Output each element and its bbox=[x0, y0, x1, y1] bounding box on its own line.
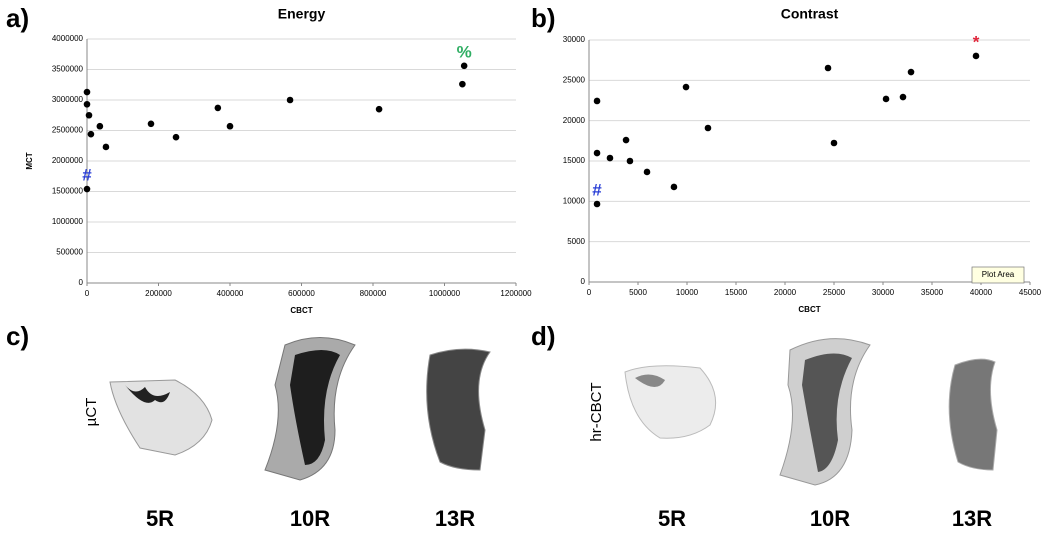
data-point bbox=[102, 143, 110, 151]
x-tick-label: 800000 bbox=[360, 289, 387, 298]
data-point bbox=[643, 168, 651, 176]
x-tick-label: 400000 bbox=[217, 289, 244, 298]
data-point bbox=[172, 133, 180, 141]
chart-title: Contrast bbox=[781, 6, 839, 22]
y-tick-label: 0 bbox=[79, 278, 84, 287]
data-point bbox=[375, 105, 383, 113]
x-tick-label: 30000 bbox=[872, 288, 895, 297]
y-tick-label: 30000 bbox=[563, 35, 586, 44]
data-point bbox=[85, 111, 93, 119]
x-tick-label: 20000 bbox=[774, 288, 797, 297]
data-point bbox=[824, 64, 832, 72]
y-tick-label: 15000 bbox=[563, 156, 586, 165]
data-point bbox=[626, 157, 634, 165]
data-point bbox=[96, 122, 104, 130]
data-point bbox=[147, 120, 155, 128]
x-axis-label: CBCT bbox=[290, 306, 312, 315]
scan-image bbox=[125, 385, 170, 403]
micro-ct-images bbox=[109, 337, 491, 481]
data-point bbox=[87, 130, 95, 138]
tooltip: Plot Area bbox=[982, 270, 1015, 279]
data-point bbox=[882, 95, 890, 103]
scan-image bbox=[109, 379, 213, 456]
x-tick-label: 0 bbox=[587, 288, 592, 297]
y-tick-label: 500000 bbox=[56, 248, 83, 257]
y-tick-label: 0 bbox=[581, 277, 586, 286]
sample-label: 10R bbox=[290, 506, 330, 531]
y-tick-label: 2000000 bbox=[52, 156, 84, 165]
x-tick-label: 600000 bbox=[288, 289, 315, 298]
data-point bbox=[830, 139, 838, 147]
data-point bbox=[907, 68, 915, 76]
panel-label: c) bbox=[6, 321, 29, 351]
data-point bbox=[459, 80, 466, 88]
x-tick-label: 200000 bbox=[145, 289, 172, 298]
data-point bbox=[593, 149, 601, 157]
y-axis-label: MCT bbox=[25, 152, 34, 169]
panel-label: d) bbox=[531, 321, 556, 351]
scan-image bbox=[290, 350, 340, 465]
chart-title: Energy bbox=[278, 6, 326, 22]
x-tick-label: 0 bbox=[85, 289, 90, 298]
data-point bbox=[226, 122, 234, 130]
y-tick-label: 3000000 bbox=[52, 95, 84, 104]
y-tick-label: 1000000 bbox=[52, 217, 84, 226]
y-tick-label: 5000 bbox=[567, 237, 585, 246]
modality-label: µCT bbox=[83, 398, 100, 427]
modality-label: hr-CBCT bbox=[588, 382, 605, 441]
y-tick-label: 25000 bbox=[563, 75, 586, 84]
data-point bbox=[593, 97, 601, 105]
y-tick-label: 3500000 bbox=[52, 65, 84, 74]
x-tick-label: 10000 bbox=[676, 288, 699, 297]
x-tick-label: 1000000 bbox=[429, 289, 461, 298]
y-tick-label: 2500000 bbox=[52, 126, 84, 135]
point-annotation: # bbox=[592, 180, 602, 199]
x-tick-label: 45000 bbox=[1019, 288, 1042, 297]
sample-label: 13R bbox=[435, 506, 475, 531]
y-tick-label: 10000 bbox=[563, 196, 586, 205]
x-axis-label: CBCT bbox=[798, 305, 820, 314]
data-point bbox=[704, 124, 712, 132]
data-point bbox=[286, 96, 294, 104]
data-point bbox=[899, 93, 907, 101]
point-annotation: % bbox=[457, 42, 472, 61]
y-tick-label: 20000 bbox=[563, 116, 586, 125]
hr-cbct-images bbox=[624, 338, 998, 486]
scan-image bbox=[948, 358, 998, 471]
data-point bbox=[670, 183, 678, 191]
scan-image bbox=[802, 353, 852, 472]
data-point bbox=[83, 88, 91, 96]
data-point bbox=[460, 62, 468, 70]
x-tick-label: 1200000 bbox=[500, 289, 532, 298]
sample-label: 5R bbox=[146, 506, 174, 531]
data-point bbox=[593, 200, 601, 208]
x-tick-label: 25000 bbox=[823, 288, 846, 297]
sample-label: 13R bbox=[952, 506, 992, 531]
y-tick-label: 4000000 bbox=[52, 34, 84, 43]
panel-label: b) bbox=[531, 3, 556, 33]
data-point bbox=[83, 100, 91, 108]
sample-label: 5R bbox=[658, 506, 686, 531]
scan-image bbox=[635, 374, 665, 388]
tooltip-box bbox=[971, 266, 1025, 284]
x-tick-label: 40000 bbox=[970, 288, 993, 297]
data-point bbox=[682, 83, 690, 91]
x-tick-label: 5000 bbox=[629, 288, 647, 297]
data-point bbox=[83, 185, 91, 193]
data-point bbox=[972, 52, 980, 60]
panel-label: a) bbox=[6, 3, 29, 33]
data-point bbox=[606, 154, 614, 162]
scan-image bbox=[426, 348, 491, 471]
x-tick-label: 15000 bbox=[725, 288, 748, 297]
x-tick-label: 35000 bbox=[921, 288, 944, 297]
point-annotation: # bbox=[82, 166, 92, 185]
sample-label: 10R bbox=[810, 506, 850, 531]
point-annotation: * bbox=[973, 32, 980, 51]
y-tick-label: 1500000 bbox=[52, 187, 84, 196]
data-point bbox=[622, 136, 630, 144]
data-point bbox=[214, 104, 222, 112]
